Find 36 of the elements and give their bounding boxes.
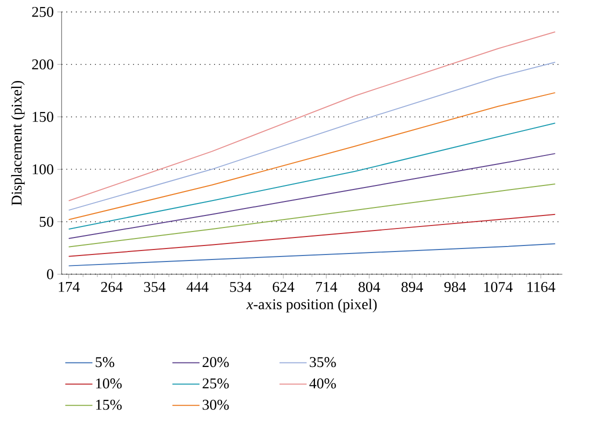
y-tick-label: 100 — [32, 164, 54, 174]
x-tick-label: 1164 — [528, 282, 556, 292]
x-tick-label: 174 — [58, 282, 80, 292]
x-tick-label: 984 — [444, 282, 466, 292]
legend-label: 10% — [96, 378, 122, 388]
x-axis-title: x-axis position (pixel) — [246, 298, 377, 312]
legend-label: 30% — [202, 400, 229, 410]
line-series — [68, 92, 556, 220]
line-series — [68, 183, 556, 248]
y-tick-label: 200 — [32, 59, 54, 70]
x-tick-label: 804 — [358, 282, 380, 292]
x-tick-label: 354 — [144, 282, 166, 292]
x-tick-label: 894 — [401, 282, 424, 292]
line-series — [68, 153, 556, 239]
legend-label: 20% — [202, 357, 229, 368]
x-tick-label: 624 — [272, 282, 294, 292]
legend-label: 5% — [96, 357, 114, 368]
y-axis-title: Displacement (pixel) — [11, 81, 25, 206]
legend-label: 25% — [202, 378, 229, 388]
legend-label: 15% — [96, 400, 122, 410]
line-series — [68, 31, 556, 202]
y-tick-label: 250 — [32, 6, 54, 17]
line-series — [68, 243, 556, 266]
x-tick-label: 264 — [101, 282, 123, 292]
legend-label: 35% — [310, 357, 336, 368]
y-tick-label: 0 — [46, 269, 54, 280]
y-tick-label: 50 — [40, 216, 54, 227]
x-tick-label: 534 — [230, 282, 252, 292]
x-tick-label: 714 — [316, 282, 338, 292]
legend-label: 40% — [309, 378, 336, 388]
line-series — [68, 122, 556, 230]
x-tick-label: 1074 — [484, 282, 513, 292]
line-series — [68, 62, 556, 211]
x-tick-label: 444 — [186, 282, 208, 292]
y-tick-label: 150 — [32, 112, 54, 122]
line-series — [68, 214, 556, 257]
